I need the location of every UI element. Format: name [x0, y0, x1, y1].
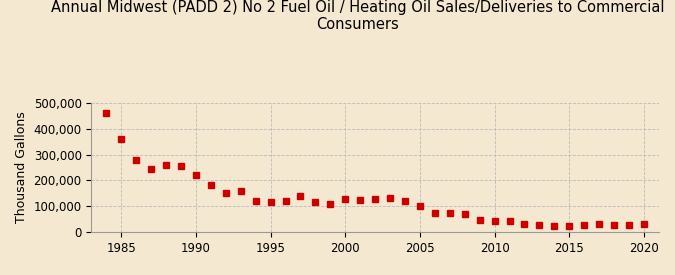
Text: Annual Midwest (PADD 2) No 2 Fuel Oil / Heating Oil Sales/Deliveries to Commerci: Annual Midwest (PADD 2) No 2 Fuel Oil / … — [51, 0, 664, 32]
Y-axis label: Thousand Gallons: Thousand Gallons — [15, 112, 28, 223]
